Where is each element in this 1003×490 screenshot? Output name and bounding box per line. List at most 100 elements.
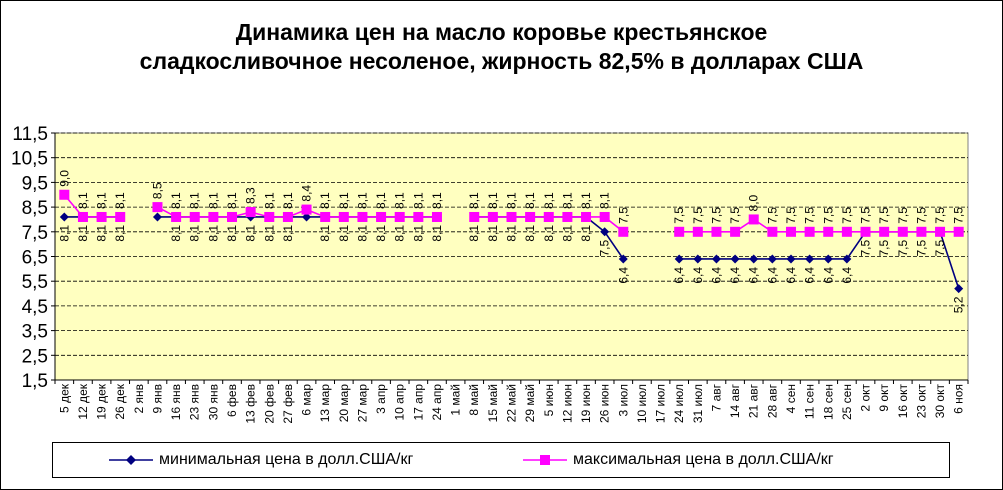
data-label-max: 8,1	[505, 192, 519, 209]
data-label-max: 8,1	[486, 192, 500, 209]
x-tick-label: 23 окт	[914, 384, 928, 419]
data-point-min	[59, 212, 69, 222]
data-label-max: 8,1	[169, 192, 183, 209]
data-label-max: 8,5	[150, 182, 164, 199]
x-tick-label: 21 авг	[747, 383, 761, 418]
x-tick-label: 3 июл	[616, 384, 630, 416]
data-label-max: 8,1	[523, 192, 537, 209]
data-label-max: 7,5	[691, 207, 705, 224]
data-label-max: 7,5	[896, 207, 910, 224]
data-point-max	[320, 211, 331, 222]
data-point-max	[562, 211, 573, 222]
data-label-min: 8,1	[542, 225, 556, 242]
data-label-min: 8,1	[318, 225, 332, 242]
x-tick-label: 19 дек	[95, 383, 109, 419]
data-label-max: 8,1	[225, 192, 239, 209]
data-label-max: 8,1	[355, 192, 369, 209]
data-point-max	[543, 211, 554, 222]
x-tick-label: 17 апр	[411, 384, 425, 421]
data-point-max	[115, 211, 126, 222]
legend-item-min: минимальная цена в долл.США/кг	[109, 443, 413, 477]
data-label-min: 8,1	[374, 225, 388, 242]
chart-title: Динамика цен на масло коровье крестьянск…	[0, 18, 1003, 76]
x-tick-label: 13 мар	[318, 384, 332, 423]
data-point-max	[804, 226, 815, 237]
data-point-min	[152, 212, 162, 222]
x-tick-label: 19 июн	[579, 384, 593, 423]
series-line-max	[679, 218, 959, 233]
x-tick-label: 1 май	[449, 384, 463, 416]
data-point-min	[693, 254, 703, 264]
data-point-max	[711, 226, 722, 237]
data-label-min: 8,1	[169, 225, 183, 242]
data-label-min: 8,1	[393, 225, 407, 242]
data-label-min: 6,4	[709, 267, 723, 284]
y-tick-label: 1,5	[22, 371, 48, 392]
data-label-max: 7,5	[765, 207, 779, 224]
data-label-min: 8,1	[262, 225, 276, 242]
data-label-min: 8,1	[95, 225, 109, 242]
y-tick-label: 5,5	[22, 272, 48, 293]
data-point-min	[823, 254, 833, 264]
data-label-min: 7,5	[933, 239, 947, 256]
x-tick-label: 25 сен	[840, 384, 854, 420]
data-label-max: 8,1	[318, 192, 332, 209]
data-label-min: 5,2	[952, 296, 966, 313]
x-tick-label: 6 фев	[225, 384, 239, 417]
x-tick-label: 23 янв	[188, 384, 202, 420]
data-label-min: 6,4	[765, 267, 779, 284]
x-tick-label: 26 июн	[598, 384, 612, 423]
legend-item-max: максимальная цена в долл.США/кг	[523, 443, 834, 477]
data-label-min: 8,1	[188, 225, 202, 242]
y-tick-label: 6,5	[22, 248, 48, 269]
data-label-min: 8,1	[505, 225, 519, 242]
x-axis: 5 дек 12 дек 19 дек 26 дек 2 янв 9 янв 16 янв 2…	[54, 379, 969, 424]
x-tick-label: 12 дек	[76, 383, 90, 419]
data-label-min: 6,4	[784, 267, 798, 284]
data-point-max	[916, 226, 927, 237]
data-label-max: 8,1	[467, 192, 481, 209]
legend-min-label: минимальная цена в долл.США/кг	[159, 451, 414, 468]
x-tick-label: 2 окт	[859, 383, 873, 411]
data-label-max: 8,1	[560, 192, 574, 209]
x-tick-label: 27 фев	[281, 384, 295, 424]
y-tick-label: 11,5	[12, 124, 48, 145]
data-point-max	[171, 211, 182, 222]
data-label-max: 8,1	[393, 192, 407, 209]
data-label-min: 8,1	[355, 225, 369, 242]
data-point-max	[394, 211, 405, 222]
data-label-max: 8,1	[337, 192, 351, 209]
data-label-max: 8,4	[300, 185, 314, 202]
data-label-max: 8,1	[76, 192, 90, 209]
data-label-min: 7,5	[877, 239, 891, 256]
data-point-max	[897, 226, 908, 237]
data-point-max	[525, 211, 536, 222]
data-label-max: 8,1	[430, 192, 444, 209]
data-label-max: 8,1	[95, 192, 109, 209]
series-layer	[59, 189, 964, 294]
data-label-min: 8,1	[225, 225, 239, 242]
x-tick-label: 24 апр	[430, 384, 444, 421]
x-tick-label: 8 май	[467, 384, 481, 416]
y-tick-label: 7,5	[22, 223, 48, 244]
data-point-max	[748, 214, 759, 225]
x-tick-label: 10 июл	[635, 384, 649, 423]
x-tick-label: 16 янв	[169, 384, 183, 420]
data-label-max: 7,5	[821, 207, 835, 224]
data-label-max: 8,1	[374, 192, 388, 209]
data-label-min: 8,1	[244, 225, 258, 242]
x-tick-label: 28 авг	[765, 383, 779, 418]
x-tick-label: 26 дек	[113, 383, 127, 419]
data-point-max	[59, 189, 70, 200]
data-label-min: 6,4	[728, 267, 742, 284]
data-label-min: 6,4	[840, 267, 854, 284]
data-label-min: 8,1	[430, 225, 444, 242]
data-point-min	[749, 254, 759, 264]
x-tick-label: 16 окт	[896, 384, 910, 419]
data-label-max: 8,1	[598, 192, 612, 209]
data-label-max: 7,5	[803, 207, 817, 224]
data-label-min: 8,1	[560, 225, 574, 242]
data-label-max: 7,5	[877, 207, 891, 224]
data-label-max: 8,1	[113, 192, 127, 209]
